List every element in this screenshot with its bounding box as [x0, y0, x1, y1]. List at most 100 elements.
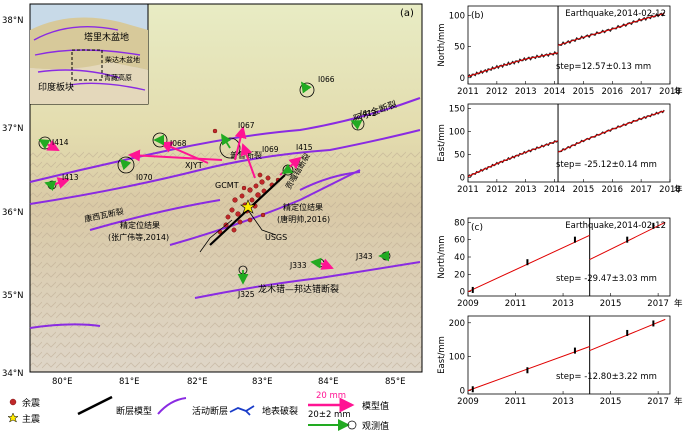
legend: 余震 主震 断层模型 活动断层 地表破裂 20 mm 模型值 20±2 mm 观… — [7, 391, 389, 432]
lat-label-36: 36°N — [2, 208, 23, 218]
observation-arrows — [38, 81, 389, 285]
x-tick-label: 2013 — [515, 185, 537, 195]
inset-label-qaidam: 柴达木盆地 — [105, 55, 140, 64]
data-point — [526, 367, 529, 374]
step-annotation: step= -29.47±3.03 mm — [556, 274, 657, 284]
data-point — [652, 222, 655, 229]
legend-obs-scale: 20±2 mm — [308, 410, 351, 420]
data-point — [626, 329, 629, 336]
map-panel: 塔里木盆地 柴达木盆地 青藏高原 印度板块 (a) 阿尔金断裂 龙木错—邦达错断… — [2, 3, 423, 387]
x-axis-unit: 年 — [674, 396, 683, 407]
x-tick-label: 2014 — [544, 185, 566, 195]
label-reloc-1: 精定位结果 — [283, 202, 323, 212]
y-tick-label: 20 — [454, 270, 465, 280]
x-tick-label: 2017 — [647, 299, 669, 309]
fault-label-longmu: 龙木错—邦达错断裂 — [258, 283, 339, 295]
fit-line-1 — [557, 110, 665, 153]
lon-label-85: 85°E — [385, 377, 405, 387]
station-I066: I066 — [318, 75, 335, 84]
y-tick-label: 200 — [449, 319, 465, 329]
x-tick-label: 2012 — [486, 87, 508, 97]
station-I413: I413 — [62, 173, 79, 182]
station-I067: I067 — [238, 121, 255, 130]
y-tick-label: 0 — [460, 173, 465, 183]
usgs-leader — [247, 209, 277, 236]
data-point — [652, 320, 655, 327]
x-tick-label: 2018 — [659, 185, 681, 195]
chart-frame — [467, 5, 671, 85]
chart-frame — [467, 315, 671, 395]
inset-label-plateau: 青藏高原 — [104, 73, 132, 82]
legend-obs: 观测值 — [362, 420, 389, 432]
map-relief — [30, 150, 422, 372]
station-I412: I412 — [360, 109, 377, 118]
fault-model-leader — [199, 219, 233, 253]
station-J325: J325 — [237, 290, 255, 299]
legend-model-scale: 20 mm — [316, 391, 346, 401]
map-panel-label: (a) — [400, 8, 414, 19]
legend-mainshock: 主震 — [22, 413, 40, 425]
label-reloc-1-src: (唐明帅,2016) — [277, 214, 330, 224]
station-I415: I415 — [296, 143, 313, 152]
y-tick-label: 60 — [454, 236, 465, 246]
panel-label: (c) — [471, 223, 483, 233]
y-tick-label: 40 — [454, 253, 465, 263]
x-tick-label: 2016 — [601, 87, 623, 97]
chart-2: 2009 2011 2013 2015 2017 0 20 40 60 80 North/mm 年 (c… — [437, 217, 683, 309]
step-annotation: step= -12.80±3.22 mm — [556, 372, 657, 382]
label-gcmt: GCMT — [215, 181, 239, 190]
y-tick-label: 100 — [449, 128, 465, 138]
x-tick-label: 2015 — [573, 87, 595, 97]
data-point — [471, 286, 474, 293]
chart-0: 2011 2012 2013 2014 2015 2016 2017 2018 0 50 100No… — [437, 5, 683, 97]
legend-rupture: 地表破裂 — [262, 405, 298, 417]
mainshock-marker — [240, 199, 256, 214]
legend-active-fault-symbol — [157, 397, 187, 415]
legend-fault-model-symbol — [77, 395, 113, 416]
station-I068: I068 — [170, 139, 187, 148]
legend-fault-model: 断层模型 — [116, 405, 152, 417]
legend-mainshock-symbol — [7, 412, 19, 423]
fit-line-1 — [557, 13, 665, 46]
data-point — [573, 347, 576, 354]
legend-aftershock: 余震 — [22, 397, 40, 409]
x-tick-label: 2017 — [647, 397, 669, 407]
x-axis-unit: 年 — [674, 184, 683, 195]
lon-label-83: 83°E — [252, 377, 272, 387]
label-reloc-2-src: (张广伟等,2014) — [108, 232, 169, 242]
lat-label-38: 38°N — [2, 16, 23, 26]
x-tick-label: 2011 — [457, 87, 479, 97]
y-tick-label: 0 — [460, 387, 465, 397]
x-tick-label: 2012 — [486, 185, 508, 195]
lon-label-84: 84°E — [318, 377, 338, 387]
chart-1: 2011 2012 2013 2014 2015 2016 2017 2018 0 50 100 15… — [437, 103, 683, 195]
lon-label-80: 80°E — [52, 377, 72, 387]
label-usgs: USGS — [265, 233, 287, 242]
step-annotation: step=12.57±0.13 mm — [556, 62, 651, 72]
y-tick-label: 0 — [460, 74, 465, 84]
lat-label-34: 34°N — [2, 369, 23, 379]
x-tick-label: 2015 — [600, 299, 622, 309]
legend-model: 模型值 — [362, 400, 389, 412]
lat-label-37: 37°N — [2, 124, 23, 134]
fit-line-0 — [467, 52, 559, 77]
y-axis-label: East/mm — [437, 124, 447, 162]
y-tick-label: 80 — [454, 218, 465, 228]
data-point — [626, 236, 629, 243]
fit-line-0 — [467, 346, 590, 392]
x-tick-label: 2011 — [505, 299, 527, 309]
station-I069: I069 — [262, 145, 279, 154]
x-tick-label: 2011 — [457, 185, 479, 195]
x-tick-label: 2014 — [544, 87, 566, 97]
x-tick-label: 2015 — [573, 185, 595, 195]
timeseries-charts: 2011 2012 2013 2014 2015 2016 2017 2018050100No… — [437, 5, 683, 407]
lat-label-35: 35°N — [2, 291, 23, 301]
x-tick-label: 2018 — [659, 87, 681, 97]
y-axis-label: North/mm — [437, 235, 447, 278]
inset-label-tarim: 塔里木盆地 — [84, 31, 129, 43]
data-point — [573, 236, 576, 243]
y-axis-label: North/mm — [437, 23, 447, 66]
legend-active-fault: 活动断层 — [192, 405, 228, 417]
